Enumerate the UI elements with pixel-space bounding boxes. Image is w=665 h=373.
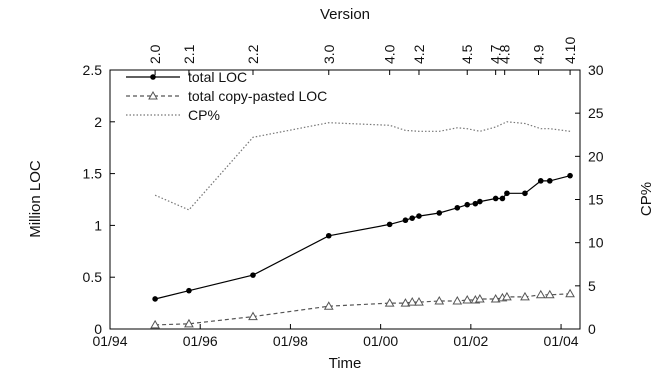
x-tick-label: 01/98: [273, 333, 308, 349]
y-tick-label: 1.5: [83, 166, 103, 182]
top-axis-label: Version: [320, 6, 370, 23]
version-label: 2.2: [245, 44, 261, 64]
data-point: [325, 232, 332, 239]
legend-label-cp-percent: CP%: [188, 107, 220, 123]
version-label: 4.2: [411, 44, 427, 64]
data-point: [504, 190, 510, 197]
data-point: [402, 217, 409, 224]
x-tick-label: 01/04: [544, 333, 579, 349]
y2-tick-label: 20: [588, 148, 604, 164]
tick-label-layer: 01/94 01/96 01/98 01/00 01/02 01/04 0 0.5 1 1.5 2 2…: [83, 37, 604, 349]
data-point: [565, 288, 575, 298]
data-point: [475, 293, 485, 303]
y2-tick-label: 0: [588, 321, 596, 337]
y-tick-label: 0.5: [83, 269, 103, 285]
plot-frame: [109, 69, 581, 330]
data-point: [323, 301, 334, 310]
data-point: [400, 298, 411, 307]
legend-marker-total-loc: [150, 74, 156, 80]
version-label: 2.0: [147, 44, 163, 64]
data-point: [414, 297, 424, 306]
series-line-2: [154, 121, 571, 211]
y-tick-label: 2.5: [83, 62, 103, 78]
data-point: [544, 289, 555, 299]
data-point: [477, 198, 483, 205]
data-point: [452, 296, 463, 305]
data-point: [152, 296, 158, 302]
y2-tick-label: 30: [588, 62, 604, 78]
version-label: 4.8: [497, 44, 513, 64]
data-point: [546, 178, 553, 184]
version-label: 4.7: [488, 44, 504, 64]
x-axis-label: Time: [329, 355, 362, 372]
data-point: [567, 172, 573, 179]
data-point: [407, 297, 418, 306]
version-label: 4.5: [459, 44, 475, 64]
series-line-1: [155, 293, 571, 326]
data-point: [409, 215, 416, 221]
x-tick-label: 01/96: [183, 333, 218, 349]
series-layer: [150, 121, 575, 329]
version-label: 4.10: [562, 37, 578, 64]
data-point: [436, 210, 443, 216]
axis-ticks-layer: [109, 69, 580, 330]
data-point: [535, 289, 546, 299]
data-point: [472, 200, 479, 207]
legend-label-total-loc: total LOC: [188, 69, 247, 85]
data-point: [384, 298, 395, 307]
data-point: [250, 272, 256, 278]
y2-tick-label: 5: [588, 278, 596, 294]
data-point: [150, 319, 160, 329]
data-point: [537, 178, 544, 184]
y-tick-label: 0: [94, 321, 102, 337]
legend-marker-copy-pasted: [148, 90, 158, 100]
version-label: 3.0: [321, 44, 337, 64]
data-point: [502, 291, 512, 301]
y-axis-label: Million LOC: [27, 160, 44, 238]
data-point: [416, 213, 422, 219]
data-point: [520, 291, 530, 301]
version-label: 4.9: [531, 44, 547, 64]
data-point: [184, 318, 194, 328]
version-label: 4.0: [382, 44, 398, 64]
y2-tick-label: 10: [588, 235, 604, 251]
x-tick-label: 01/00: [363, 333, 398, 349]
legend-label-copy-pasted: total copy-pasted LOC: [188, 88, 327, 104]
data-point: [464, 201, 471, 208]
y-tick-label: 2: [94, 114, 102, 130]
data-point: [434, 296, 445, 305]
y-tick-label: 1: [94, 217, 102, 233]
legend: total LOC total copy-pasted LOC CP%: [126, 69, 327, 123]
data-point: [186, 287, 192, 294]
y2-axis-label: CP%: [638, 182, 655, 216]
version-label: 2.1: [181, 44, 197, 64]
x-tick-label: 01/94: [92, 333, 127, 349]
data-point: [386, 221, 393, 228]
x-tick-label: 01/02: [453, 333, 488, 349]
data-point: [490, 293, 501, 303]
data-point: [522, 190, 528, 197]
series-line-0: [154, 175, 571, 300]
data-point: [454, 204, 461, 211]
data-point: [499, 195, 506, 202]
data-point: [492, 195, 499, 202]
y2-tick-label: 25: [588, 105, 604, 121]
data-point: [462, 294, 473, 304]
data-point: [248, 311, 258, 321]
y2-tick-label: 15: [588, 192, 604, 208]
